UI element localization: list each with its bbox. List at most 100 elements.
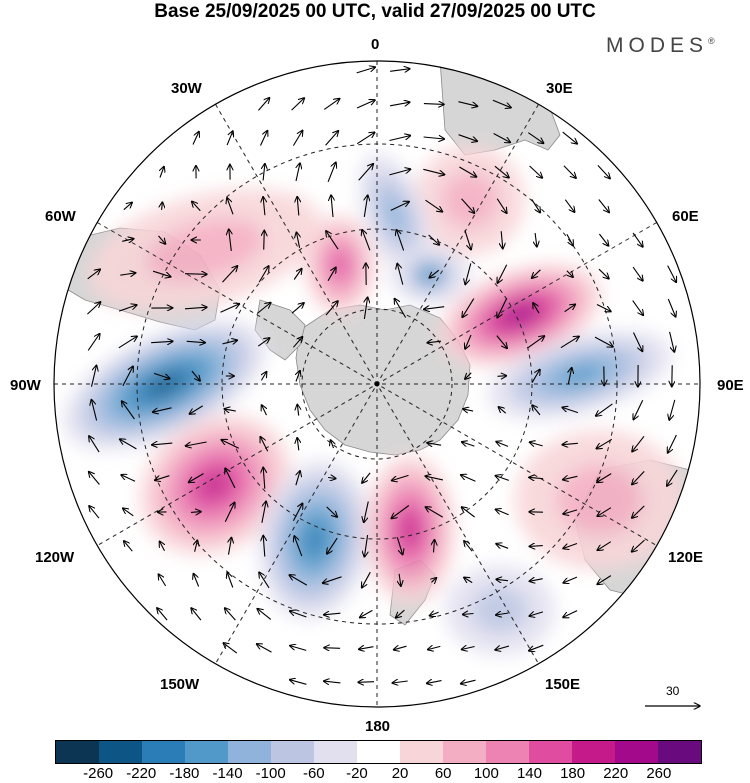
wind-arrow [563,165,576,178]
wind-arrow [118,336,137,349]
wind-arrow [191,608,202,621]
wind-arrow [501,231,503,249]
wind-arrow [325,131,339,146]
wind-arrow [596,403,613,416]
wind-arrow [327,162,336,183]
wind-arrow [229,537,232,555]
colorbar-bin-4 [228,741,271,763]
wind-arrow [224,409,236,411]
wind-arrow [323,576,342,583]
wind-arrow [227,198,234,215]
wind-arrow [297,438,299,451]
wind-arrow [391,505,410,519]
wind-arrow [364,501,369,523]
wind-arrow [463,409,474,411]
lon-label-60e: 60E [672,208,699,225]
wind-arrow [226,131,233,146]
wind-arrow [434,540,435,553]
wind-arrow [458,134,478,142]
colorbar-bin-6 [314,741,357,763]
wind-arrow [296,471,300,486]
wind-arrow [291,303,304,314]
wind-arrow [529,477,544,478]
wind-arrow [566,233,573,246]
lon-label-30e: 30E [546,80,573,97]
wind-arrow [160,167,164,178]
colorbar-tick-label: -140 [212,765,243,782]
wind-arrow [324,648,341,649]
anomaly-weddell-high [331,252,349,278]
wind-arrow [122,239,134,242]
reference-vector-label: 30 [666,684,680,698]
wind-arrow [562,131,578,144]
anomaly-southern-ocean-low-east [472,587,528,633]
wind-arrow [189,405,203,414]
colorbar-bin-8 [400,741,443,763]
wind-arrow [529,165,543,178]
wind-arrow [362,472,371,483]
wind-arrow [327,537,338,554]
wind-arrow [185,441,207,446]
colorbar-tick-label: 20 [391,765,409,782]
wind-arrow [292,337,302,348]
wind-arrow [292,503,302,521]
anomaly-amundsen-low [148,374,182,396]
wind-arrow [89,472,100,485]
wind-arrow [462,442,475,446]
wind-arrow [259,572,270,589]
wind-arrow [184,274,207,275]
modes-logo: MODES® [606,34,715,58]
wind-arrow [563,610,578,618]
wind-arrow [529,442,543,446]
colorbar-tick-label: -220 [126,765,157,782]
wind-arrow [495,476,509,481]
wind-arrow [527,132,543,144]
wind-arrow [123,508,134,517]
wind-arrow [87,302,100,315]
wind-arrow [535,233,537,247]
wind-arrow [529,644,544,651]
colorbar-bin-5 [271,741,314,763]
colorbar-bin-3 [185,741,228,763]
wind-arrow [532,269,541,278]
wind-arrow [399,573,401,586]
wind-arrow [389,169,410,176]
wind-arrow [494,165,509,178]
wind-arrow [390,102,410,106]
wind-arrow [222,340,238,344]
wind-arrow [359,647,374,650]
logo-text: MODES [606,34,709,57]
wind-arrow [597,507,612,517]
wind-arrow [461,198,475,214]
wind-arrow [223,643,238,654]
wind-arrow [220,304,240,313]
wind-arrow [91,400,98,421]
wind-arrow [632,505,645,518]
colorbar-tick-label: 60 [434,765,452,782]
wind-arrow [290,680,307,685]
wind-arrow [428,646,441,649]
wind-arrow [427,341,442,343]
wind-arrow [563,476,578,479]
wind-arrow [669,331,675,352]
wind-arrow [296,371,300,382]
wind-arrow [293,269,302,280]
wind-arrow [225,468,236,489]
wind-arrow [463,614,474,615]
wind-arrow [497,264,508,283]
wind-arrow [423,168,444,174]
wind-arrow [596,438,613,448]
wind-vectors [87,67,678,685]
wind-arrow [256,303,271,314]
wind-arrow [497,376,507,377]
wind-arrow [598,233,608,246]
wind-arrow [257,644,272,653]
wind-arrow [260,437,269,452]
wind-arrow [325,301,338,316]
wind-arrow [257,98,269,111]
wind-arrow [425,199,443,212]
wind-arrow [598,268,609,279]
wind-arrow [459,166,476,177]
wind-arrow [495,646,510,650]
wind-arrow [225,608,236,621]
